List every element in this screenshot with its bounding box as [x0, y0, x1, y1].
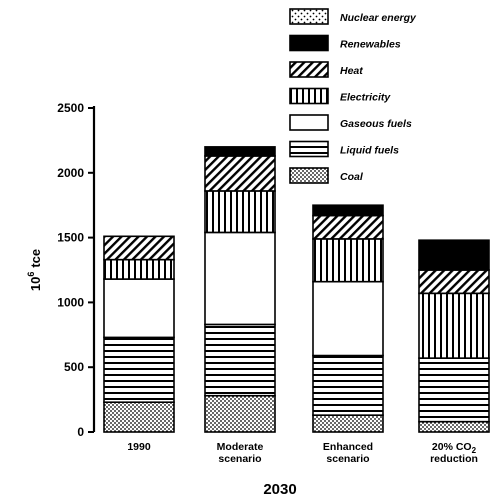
- bar-segment-electricity: [103, 258, 175, 280]
- bar-segment-gaseous-fuels: [312, 280, 384, 357]
- bar-segment-heat: [312, 214, 384, 240]
- legend-swatch: [289, 114, 329, 131]
- bar-segment-renewables: [312, 204, 384, 217]
- bar-segment-heat: [103, 235, 175, 261]
- y-tick-label: 1000: [57, 295, 84, 309]
- legend-item-nuclear-energy: Nuclear energy: [289, 8, 417, 25]
- legend-swatch: [289, 8, 329, 25]
- x-tick-label-line: Moderate: [217, 441, 264, 453]
- y-tick-label: 0: [77, 425, 84, 439]
- legend-label: Nuclear energy: [340, 12, 417, 24]
- legend-label: Coal: [340, 171, 364, 183]
- x-tick-label: Enhanced scenario: [323, 441, 373, 465]
- bar-segment-gaseous-fuels: [103, 278, 175, 339]
- bar-segment-liquid-fuels: [312, 354, 384, 416]
- legend-swatch: [289, 34, 329, 52]
- y-tick-label: 500: [64, 360, 84, 374]
- x-group-label: 2030: [263, 481, 296, 498]
- x-tick-label: 1990: [127, 441, 151, 453]
- bar-segment-electricity: [418, 292, 490, 359]
- bar-segment-coal: [312, 414, 384, 433]
- bar-group-2: [312, 204, 384, 433]
- y-tick-label: 1500: [57, 231, 84, 245]
- bar-group-0: [103, 235, 175, 433]
- y-axis-label: 106 tce: [26, 249, 43, 291]
- legend-item-electricity: Electricity: [289, 87, 391, 105]
- x-tick-label-line: scenario: [326, 453, 369, 465]
- bar-segment-electricity: [312, 238, 384, 283]
- bar-segment-coal: [418, 420, 490, 433]
- legend-swatch: [289, 61, 329, 78]
- legend-label: Heat: [340, 65, 363, 77]
- legend-label: Liquid fuels: [340, 145, 399, 157]
- legend-swatch: [289, 167, 329, 184]
- bar-segment-heat: [418, 269, 490, 295]
- legend-item-coal: Coal: [289, 167, 364, 184]
- legend: Nuclear energy Renewables Heat Electricity G…: [289, 8, 417, 184]
- y-axis-label-unit: tce: [28, 249, 43, 268]
- y-tick-label: 2000: [57, 166, 84, 180]
- y-axis-label-exponent: 6: [26, 272, 36, 277]
- legend-item-gaseous-fuels: Gaseous fuels: [289, 114, 412, 131]
- bar-segment-gaseous-fuels: [204, 231, 276, 326]
- x-tick-label-line: 1990: [127, 441, 151, 453]
- legend-label: Renewables: [340, 39, 401, 51]
- x-tick-label: Moderate scenario: [217, 441, 264, 465]
- bar-group-3: [418, 239, 490, 433]
- x-tick-label: 20% CO2 reduction: [430, 441, 478, 465]
- bar-segment-liquid-fuels: [418, 357, 490, 423]
- x-tick-label-line: scenario: [218, 453, 261, 465]
- y-axis: 0 500 1000 1500 2000 2500 106 tce: [26, 101, 96, 439]
- bar-segment-renewables: [418, 239, 490, 271]
- y-axis-label-base: 10: [28, 277, 43, 291]
- bar-segment-liquid-fuels: [204, 323, 276, 397]
- bar-segment-heat: [204, 155, 276, 192]
- x-tick-label-line: reduction: [430, 453, 478, 465]
- bar-segment-liquid-fuels: [103, 336, 175, 403]
- legend-label: Electricity: [340, 92, 391, 104]
- legend-item-heat: Heat: [289, 61, 363, 78]
- legend-swatch: [289, 140, 329, 158]
- bar-group-1: [204, 146, 276, 433]
- legend-item-renewables: Renewables: [289, 34, 401, 52]
- x-tick-label-subscript: 2: [472, 446, 477, 455]
- bars: [103, 146, 490, 433]
- y-tick-label: 2500: [57, 101, 84, 115]
- x-tick-label-line: 20% CO: [432, 441, 472, 453]
- legend-label: Gaseous fuels: [340, 118, 412, 130]
- bar-segment-coal: [204, 394, 276, 433]
- bar-segment-electricity: [204, 190, 276, 234]
- legend-swatch: [289, 87, 329, 105]
- bar-segment-coal: [103, 401, 175, 433]
- x-tick-label-line: Enhanced: [323, 441, 373, 453]
- bar-segment-renewables: [204, 146, 276, 157]
- legend-item-liquid-fuels: Liquid fuels: [289, 140, 399, 158]
